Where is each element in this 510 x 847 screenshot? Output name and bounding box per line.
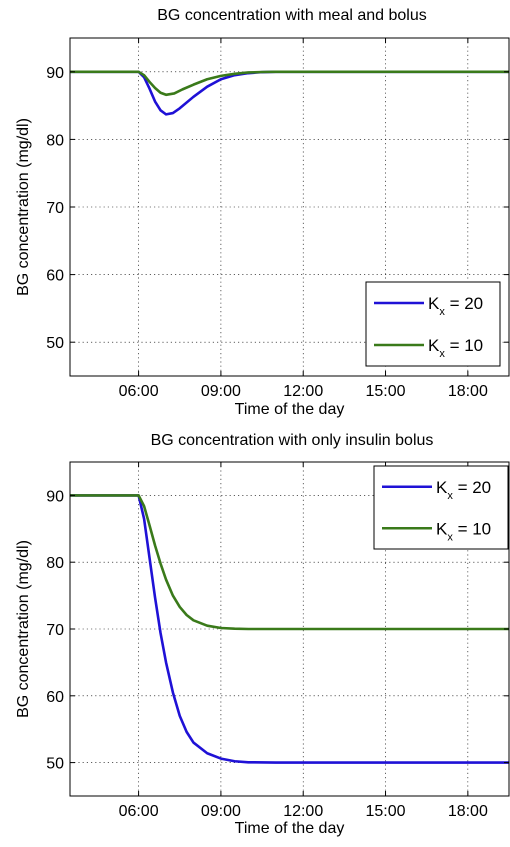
legend-subscript: x [439, 306, 445, 318]
legend-value: = 20 [445, 294, 483, 313]
series-line-2 [70, 494, 509, 631]
y-tick-label: 70 [46, 200, 64, 217]
legend-box [373, 465, 509, 550]
legend-subscript: x [439, 348, 445, 360]
legend-label-1: Kx = 20 [436, 478, 491, 502]
series-line-1 [70, 494, 509, 764]
axes-frame [69, 37, 510, 377]
x-tick-label: 09:00 [201, 803, 241, 820]
x-tick-label: 12:00 [283, 383, 323, 400]
y-axis-label: BG concentration (mg/dl) [15, 118, 32, 296]
y-tick-label: 50 [46, 756, 64, 773]
chart-panel-1: BG concentration with meal and bolus 06:0… [15, 7, 510, 418]
y-tick-label: 60 [46, 689, 64, 706]
legend-symbol: K [428, 294, 440, 313]
x-tick-label: 15:00 [366, 383, 406, 400]
legend-symbol: K [428, 336, 440, 355]
legend-label-2: Kx = 10 [436, 519, 491, 543]
legend-box [365, 281, 501, 367]
legend-value: = 10 [453, 519, 491, 538]
chart-title: BG concentration with only insulin bolus [151, 432, 434, 449]
x-tick-label: 12:00 [283, 803, 323, 820]
x-tick-label: 09:00 [201, 383, 241, 400]
y-tick-label: 50 [46, 335, 64, 352]
y-tick-label: 70 [46, 622, 64, 639]
chart-title: BG concentration with meal and bolus [157, 7, 426, 24]
x-axis-label: Time of the day [235, 820, 345, 837]
x-axis-label: Time of the day [235, 401, 345, 418]
legend-symbol: K [436, 478, 448, 497]
legend-value: = 20 [453, 478, 491, 497]
y-tick-label: 80 [46, 132, 64, 149]
y-tick-label: 90 [46, 488, 64, 505]
legend-subscript: x [447, 490, 453, 502]
x-tick-label: 15:00 [366, 803, 406, 820]
axes-frame [69, 461, 510, 797]
y-tick-label: 90 [46, 65, 64, 82]
x-tick-label: 06:00 [119, 383, 159, 400]
legend-label-2: Kx = 10 [428, 336, 483, 360]
y-tick-label: 80 [46, 555, 64, 572]
legend-subscript: x [447, 531, 453, 543]
x-tick-label: 06:00 [119, 803, 159, 820]
x-tick-label: 18:00 [448, 383, 488, 400]
y-tick-label: 60 [46, 268, 64, 285]
chart-panel-2: BG concentration with only insulin bolus… [15, 432, 510, 837]
legend-symbol: K [436, 519, 448, 538]
y-axis-label: BG concentration (mg/dl) [15, 540, 32, 718]
legend-label-1: Kx = 20 [428, 294, 483, 318]
x-tick-label: 18:00 [448, 803, 488, 820]
series-line-2 [70, 70, 509, 97]
legend-value: = 10 [445, 336, 483, 355]
